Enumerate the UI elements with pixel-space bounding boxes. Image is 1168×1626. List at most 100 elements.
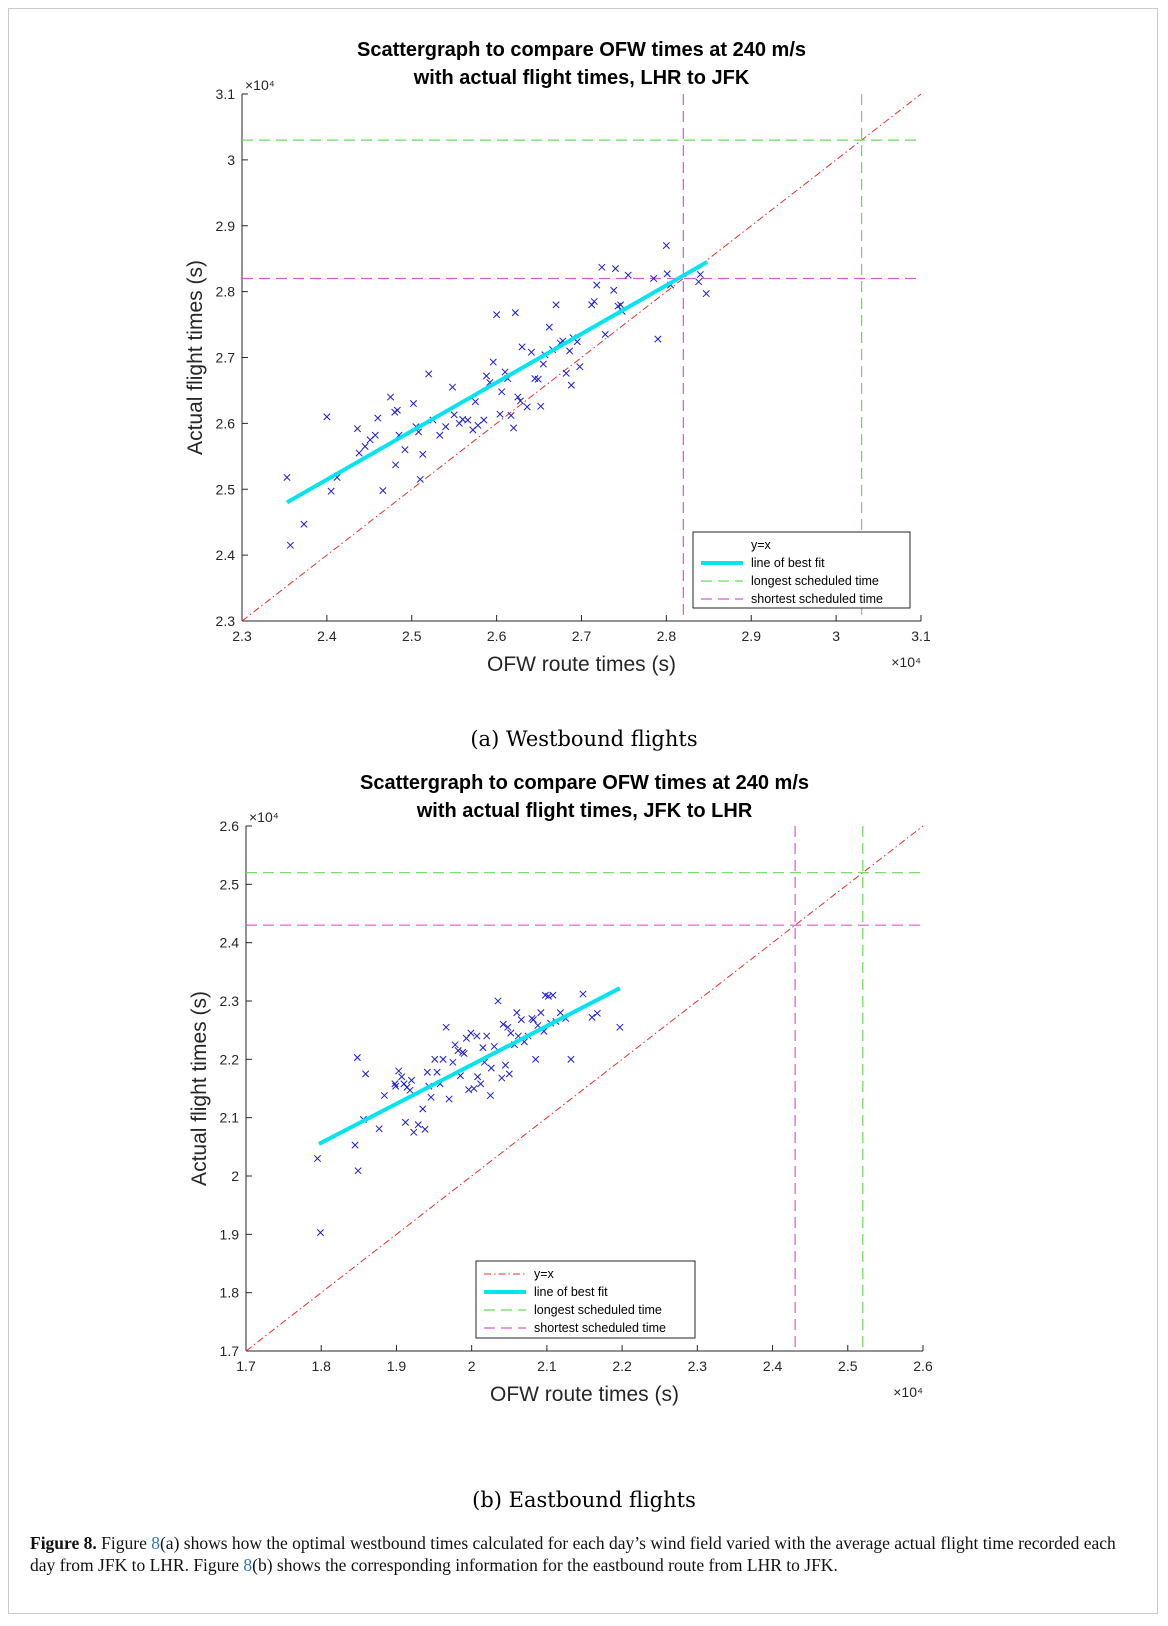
data-point-stroke [507, 411, 515, 420]
data-point-stroke [471, 398, 479, 406]
data-point-stroke [501, 1061, 510, 1069]
data-point [616, 301, 625, 309]
data-point [401, 1118, 410, 1126]
data-point-stroke [419, 1105, 427, 1113]
data-point-stroke [407, 1076, 416, 1084]
chart-title-line: Scattergraph to compare OFW times at 240… [360, 772, 809, 794]
data-point-stroke [431, 1055, 439, 1063]
data-point [471, 398, 479, 406]
data-point [588, 301, 596, 309]
data-point-stroke [283, 473, 291, 481]
data-point [460, 1049, 468, 1058]
y-tick-label: 2.2 [220, 1051, 240, 1067]
x-multiplier: ×10⁴ [891, 654, 921, 670]
data-point [537, 402, 545, 410]
data-point [474, 421, 482, 429]
data-point-stroke [470, 1084, 478, 1093]
data-point-stroke [616, 1023, 624, 1031]
data-point-stroke [414, 428, 423, 436]
data-point-stroke [401, 446, 409, 454]
data-point [510, 424, 518, 432]
legend-box [475, 1260, 696, 1339]
data-point [361, 442, 369, 450]
data-point-stroke [401, 1118, 410, 1126]
data-point [442, 1023, 450, 1031]
data-point [482, 372, 490, 380]
data-point [517, 1016, 525, 1024]
data-point-stroke [537, 1009, 545, 1017]
y-tick-label: 2.6 [216, 415, 236, 431]
data-point [532, 1055, 540, 1063]
y-tick-label: 2.8 [216, 284, 236, 300]
data-point-stroke [517, 1016, 525, 1024]
data-point [393, 406, 401, 414]
data-point-stroke [333, 473, 341, 481]
data-point-stroke [409, 400, 418, 408]
data-point-stroke [534, 1021, 542, 1030]
data-point-stroke [567, 1055, 575, 1063]
data-point-stroke [393, 406, 401, 414]
caption-figure-link-b[interactable]: 8 [243, 1555, 253, 1575]
data-point-stroke [650, 274, 658, 283]
data-point [576, 363, 584, 371]
data-point [323, 413, 331, 421]
data-point-stroke [539, 360, 547, 368]
data-point-stroke [448, 383, 457, 391]
data-point-stroke [439, 1055, 447, 1063]
x-tick-label: 2 [468, 1358, 476, 1374]
data-point-stroke [286, 541, 294, 549]
data-point [518, 343, 526, 351]
data-point-stroke [510, 424, 518, 432]
data-point-stroke [490, 1042, 498, 1051]
data-point [507, 1029, 515, 1037]
caption-figure-link-a[interactable]: 8 [151, 1533, 160, 1553]
data-point-stroke [391, 1080, 399, 1088]
y-tick-label: 2.1 [220, 1110, 240, 1126]
data-point-stroke [573, 338, 581, 346]
data-point-stroke [537, 402, 545, 410]
data-point-stroke [406, 1086, 414, 1094]
data-point [490, 1042, 498, 1051]
subcaption-eastbound: (b) Eastbound flights [472, 1488, 696, 1512]
y-tick-label: 2.4 [216, 547, 236, 563]
data-point [433, 1068, 441, 1076]
x-tick-label: 2.6 [913, 1358, 933, 1374]
figure-frame [8, 8, 1158, 1614]
data-point [534, 375, 542, 383]
data-point [327, 487, 335, 495]
best-fit-line [318, 986, 621, 1146]
data-point [451, 1041, 459, 1049]
data-point-stroke [480, 1058, 489, 1066]
data-point [448, 383, 457, 391]
data-point [462, 1034, 470, 1042]
y-tick-label: 2.6 [220, 818, 240, 834]
data-point [354, 1167, 362, 1175]
y-tick-label: 2.9 [216, 218, 236, 234]
data-point-stroke [567, 381, 575, 389]
data-point [514, 393, 522, 401]
data-point-stroke [442, 423, 450, 431]
x-tick-label: 2.4 [317, 628, 337, 644]
x-tick-label: 1.8 [311, 1358, 331, 1374]
data-point [423, 1068, 431, 1076]
data-point [380, 1091, 388, 1100]
data-point [283, 473, 291, 481]
data-point [611, 265, 620, 273]
data-point [504, 1023, 512, 1031]
data-point [362, 1070, 370, 1078]
data-point [567, 381, 575, 389]
data-point-stroke [474, 421, 482, 429]
data-point-stroke [696, 270, 704, 279]
data-point-stroke [499, 1020, 507, 1028]
y-tick-label: 2.5 [220, 876, 240, 892]
data-point [467, 1029, 475, 1037]
data-point [601, 330, 609, 338]
legend-label: y=x [534, 1267, 555, 1281]
data-point [480, 416, 488, 424]
data-point-stroke [489, 358, 497, 366]
data-point [351, 1141, 359, 1149]
x-tick-label: 1.7 [236, 1358, 256, 1374]
chart-title-line: Scattergraph to compare OFW times at 240… [357, 39, 806, 61]
y-tick-label: 2.4 [220, 935, 240, 951]
data-point [379, 487, 387, 495]
